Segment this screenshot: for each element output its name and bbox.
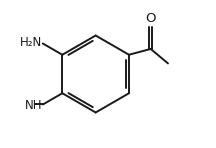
Text: NH: NH xyxy=(25,99,42,112)
Text: H₂N: H₂N xyxy=(20,36,42,49)
Text: O: O xyxy=(146,12,156,25)
